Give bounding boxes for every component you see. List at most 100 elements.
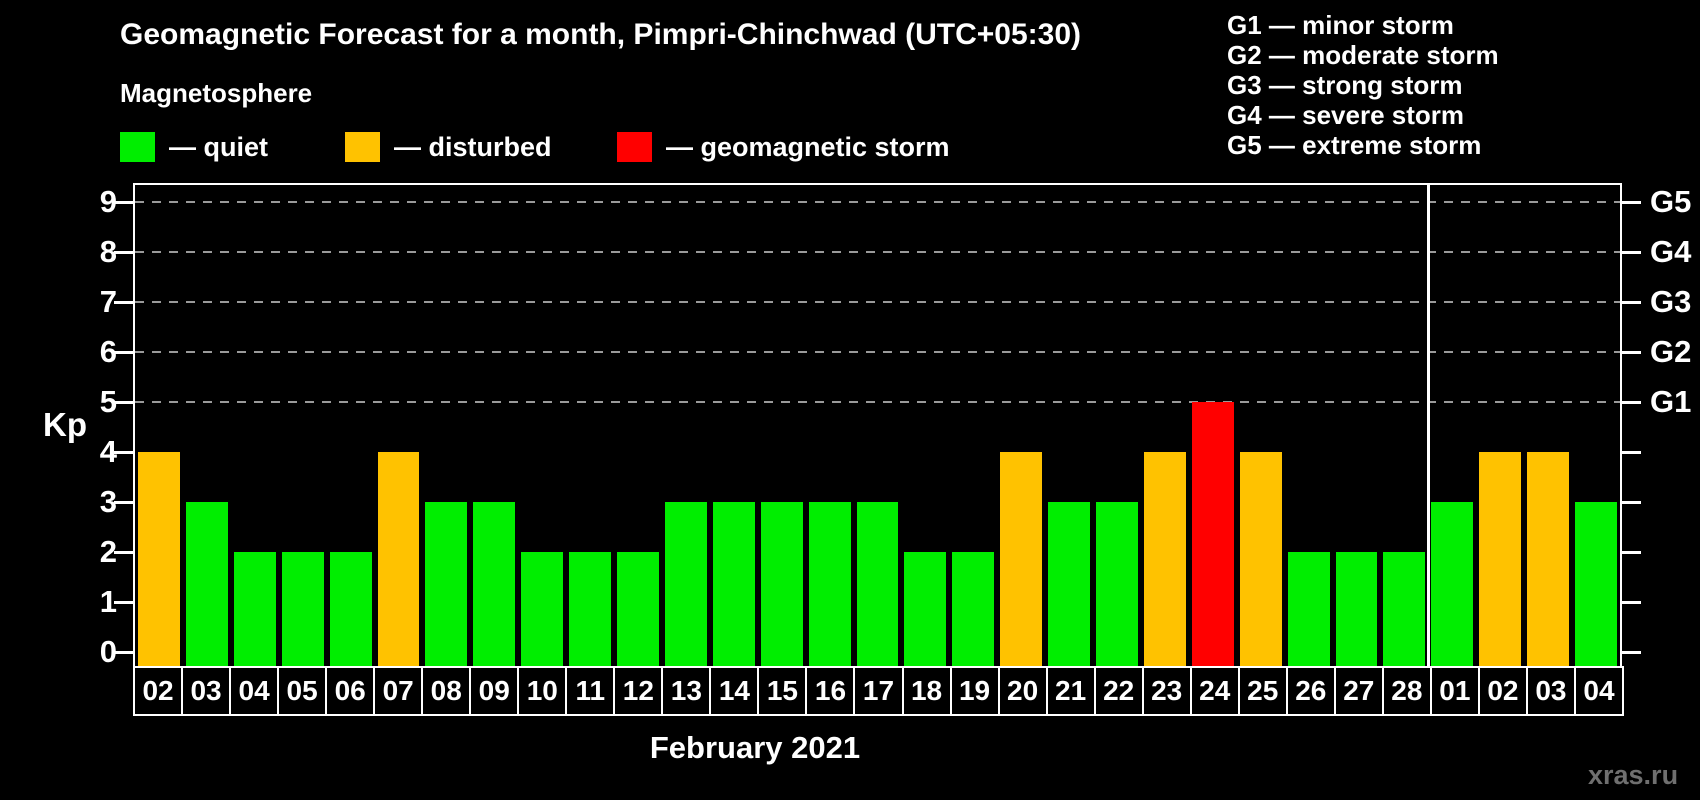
bar-day-13 (664, 502, 707, 666)
right-tick-5 (1622, 401, 1641, 404)
bar-day-23 (1143, 452, 1186, 666)
day-label-feb-16: 16 (805, 666, 856, 716)
day-label-feb-07: 07 (373, 666, 424, 716)
bar-day-10 (521, 552, 564, 666)
day-label-mar-02: 02 (1477, 666, 1528, 716)
bar-day-21 (1048, 502, 1091, 666)
bar-day-26 (1287, 552, 1330, 666)
day-label-feb-21: 21 (1045, 666, 1096, 716)
x-axis-title: February 2021 (649, 730, 861, 765)
right-tick-9 (1622, 201, 1641, 204)
day-label-feb-26: 26 (1285, 666, 1336, 716)
day-label-feb-15: 15 (757, 666, 808, 716)
day-label-feb-24: 24 (1189, 666, 1240, 716)
bar-day-04 (233, 552, 276, 666)
left-tick-9 (114, 201, 133, 204)
chart-title: Geomagnetic Forecast for a month, Pimpri… (120, 18, 1081, 51)
y-axis-label-7: 7 (99, 284, 117, 319)
bar-day-20 (1000, 452, 1043, 666)
bar-day-17 (856, 502, 899, 666)
left-tick-1 (114, 601, 133, 604)
bar-day-11 (569, 552, 612, 666)
storm-legend-g3: G3 — strong storm (1227, 70, 1463, 100)
legend-item-disturbed: — disturbed (345, 131, 552, 163)
left-tick-2 (114, 551, 133, 554)
bar-day-19 (952, 552, 995, 666)
bar-day-09 (473, 502, 516, 666)
right-tick-2 (1622, 551, 1641, 554)
right-tick-0 (1622, 651, 1641, 654)
disturbed-color-swatch (345, 132, 380, 162)
y-axis-label-8: 8 (99, 234, 117, 269)
right-tick-4 (1622, 451, 1641, 454)
y-axis-label-3: 3 (99, 484, 117, 519)
day-label-feb-25: 25 (1237, 666, 1288, 716)
legend-item-quiet: — quiet (120, 131, 268, 163)
bar-day-28 (1383, 552, 1426, 666)
chart-subtitle: Magnetosphere (120, 78, 313, 108)
bar-day-02 (1479, 452, 1522, 666)
bar-day-08 (425, 502, 468, 666)
day-label-feb-08: 08 (421, 666, 472, 716)
day-label-feb-20: 20 (997, 666, 1048, 716)
day-label-feb-05: 05 (277, 666, 328, 716)
bar-day-27 (1335, 552, 1378, 666)
day-label-feb-06: 06 (325, 666, 376, 716)
right-tick-7 (1622, 301, 1641, 304)
storm-legend-g5: G5 — extreme storm (1227, 130, 1482, 160)
left-tick-8 (114, 251, 133, 254)
bar-day-14 (712, 502, 755, 666)
day-label-feb-12: 12 (613, 666, 664, 716)
right-tick-6 (1622, 351, 1641, 354)
day-label-feb-17: 17 (853, 666, 904, 716)
day-label-feb-28: 28 (1381, 666, 1432, 716)
day-label-feb-04: 04 (229, 666, 280, 716)
day-label-mar-01: 01 (1429, 666, 1480, 716)
gridline-kp-7 (135, 301, 1620, 303)
left-tick-7 (114, 301, 133, 304)
bar-day-18 (904, 552, 947, 666)
day-label-feb-18: 18 (901, 666, 952, 716)
right-tick-1 (1622, 601, 1641, 604)
y-axis-label-5: 5 (99, 384, 117, 419)
storm-color-swatch (617, 132, 652, 162)
bar-day-05 (281, 552, 324, 666)
bar-day-07 (377, 452, 420, 666)
day-label-feb-03: 03 (181, 666, 232, 716)
watermark: xras.ru (1588, 760, 1679, 790)
day-label-feb-09: 09 (469, 666, 520, 716)
day-label-feb-19: 19 (949, 666, 1000, 716)
legend-label-disturbed: — disturbed (394, 131, 552, 162)
y-axis-label-2: 2 (99, 534, 117, 569)
day-label-feb-11: 11 (565, 666, 616, 716)
right-axis-label-g4: G4 (1650, 234, 1692, 269)
day-label-mar-03: 03 (1525, 666, 1576, 716)
bar-day-03 (1527, 452, 1570, 666)
gridline-kp-6 (135, 351, 1620, 353)
day-label-feb-22: 22 (1093, 666, 1144, 716)
day-label-feb-27: 27 (1333, 666, 1384, 716)
legend-label-quiet: — quiet (169, 131, 268, 162)
legend-item-storm: — geomagnetic storm (617, 131, 950, 163)
storm-legend-g2: G2 — moderate storm (1227, 40, 1499, 70)
gridline-kp-9 (135, 201, 1620, 203)
storm-legend-g4: G4 — severe storm (1227, 100, 1465, 130)
right-axis-label-g3: G3 (1650, 284, 1692, 319)
bar-day-04 (1575, 502, 1617, 666)
right-tick-3 (1622, 501, 1641, 504)
right-axis-label-g5: G5 (1650, 184, 1692, 219)
bar-day-01 (1431, 502, 1474, 666)
bar-day-15 (760, 502, 803, 666)
left-tick-3 (114, 501, 133, 504)
bar-day-03 (185, 502, 228, 666)
y-axis-label-9: 9 (99, 184, 117, 219)
right-axis-label-g2: G2 (1650, 334, 1692, 369)
y-axis-label-4: 4 (99, 434, 117, 469)
bar-day-02 (138, 452, 180, 666)
day-label-feb-10: 10 (517, 666, 568, 716)
storm-scale-legend: G1 — minor storm G2 — moderate storm G3 … (1227, 10, 1499, 160)
bar-day-16 (808, 502, 851, 666)
left-tick-4 (114, 451, 133, 454)
gridline-kp-5 (135, 401, 1620, 403)
month-separator-line (1426, 185, 1430, 666)
